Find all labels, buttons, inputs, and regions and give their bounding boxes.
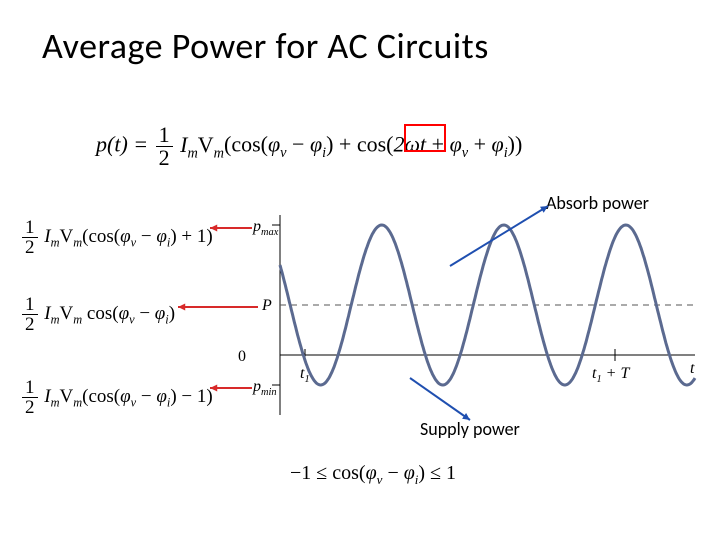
label-zero: 0 [238, 348, 246, 366]
eq-lhs: p(t) = [96, 132, 148, 157]
eq-Vm: Vm [198, 132, 224, 157]
label-absorb: Absorb power [546, 192, 649, 214]
page-title: Average Power for AC Circuits [42, 24, 489, 68]
label-pmin: pmin [253, 378, 277, 398]
slide: { "title": "Average Power for AC Circuit… [0, 0, 720, 540]
label-supply: Supply power [420, 418, 520, 440]
eq-pavg: 12 ImVm cos(φv − φi) [20, 295, 175, 334]
power-plot [250, 210, 700, 420]
eq-pmin: 12 ImVm(cos(φv − φi) − 1) [20, 378, 213, 417]
plot-svg [250, 210, 700, 420]
equation-main: p(t) = 1 2 ImVm(cos(φv − φi) + cos(2ωt +… [96, 124, 522, 169]
equation-bounds: −1 ≤ cos(φv − φi) ≤ 1 [290, 462, 456, 488]
eq-Im: Im [180, 132, 198, 157]
label-P: P [262, 297, 272, 315]
label-t1: t1 [300, 365, 310, 385]
label-pmax: pmax [253, 218, 278, 238]
eq-pmax: 12 ImVm(cos(φv − φi) + 1) [20, 218, 213, 257]
label-t-axis: t [690, 360, 694, 378]
eq-frac-half: 1 2 [156, 124, 173, 169]
highlight-box [404, 124, 446, 152]
label-t1T: t1 + T [592, 365, 629, 385]
